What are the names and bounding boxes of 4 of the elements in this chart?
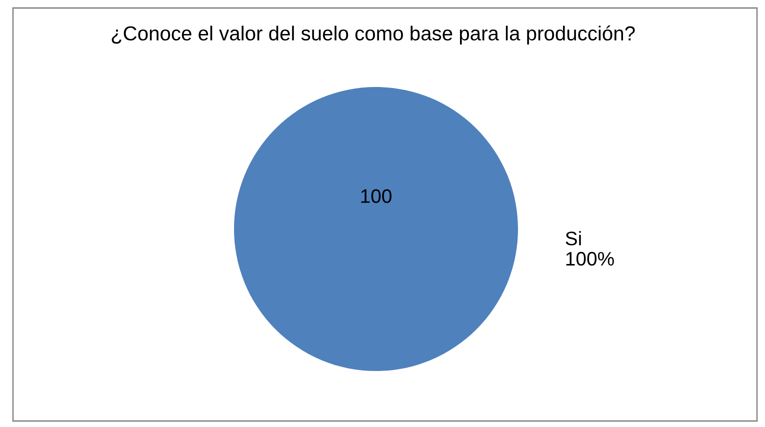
slice-label: Si bbox=[566, 231, 581, 246]
chart-title: ¿Conoce el valor del suelo como base para la producción? bbox=[112, 25, 635, 45]
data-label: 100 bbox=[361, 189, 392, 203]
text: 100% bbox=[566, 252, 614, 266]
